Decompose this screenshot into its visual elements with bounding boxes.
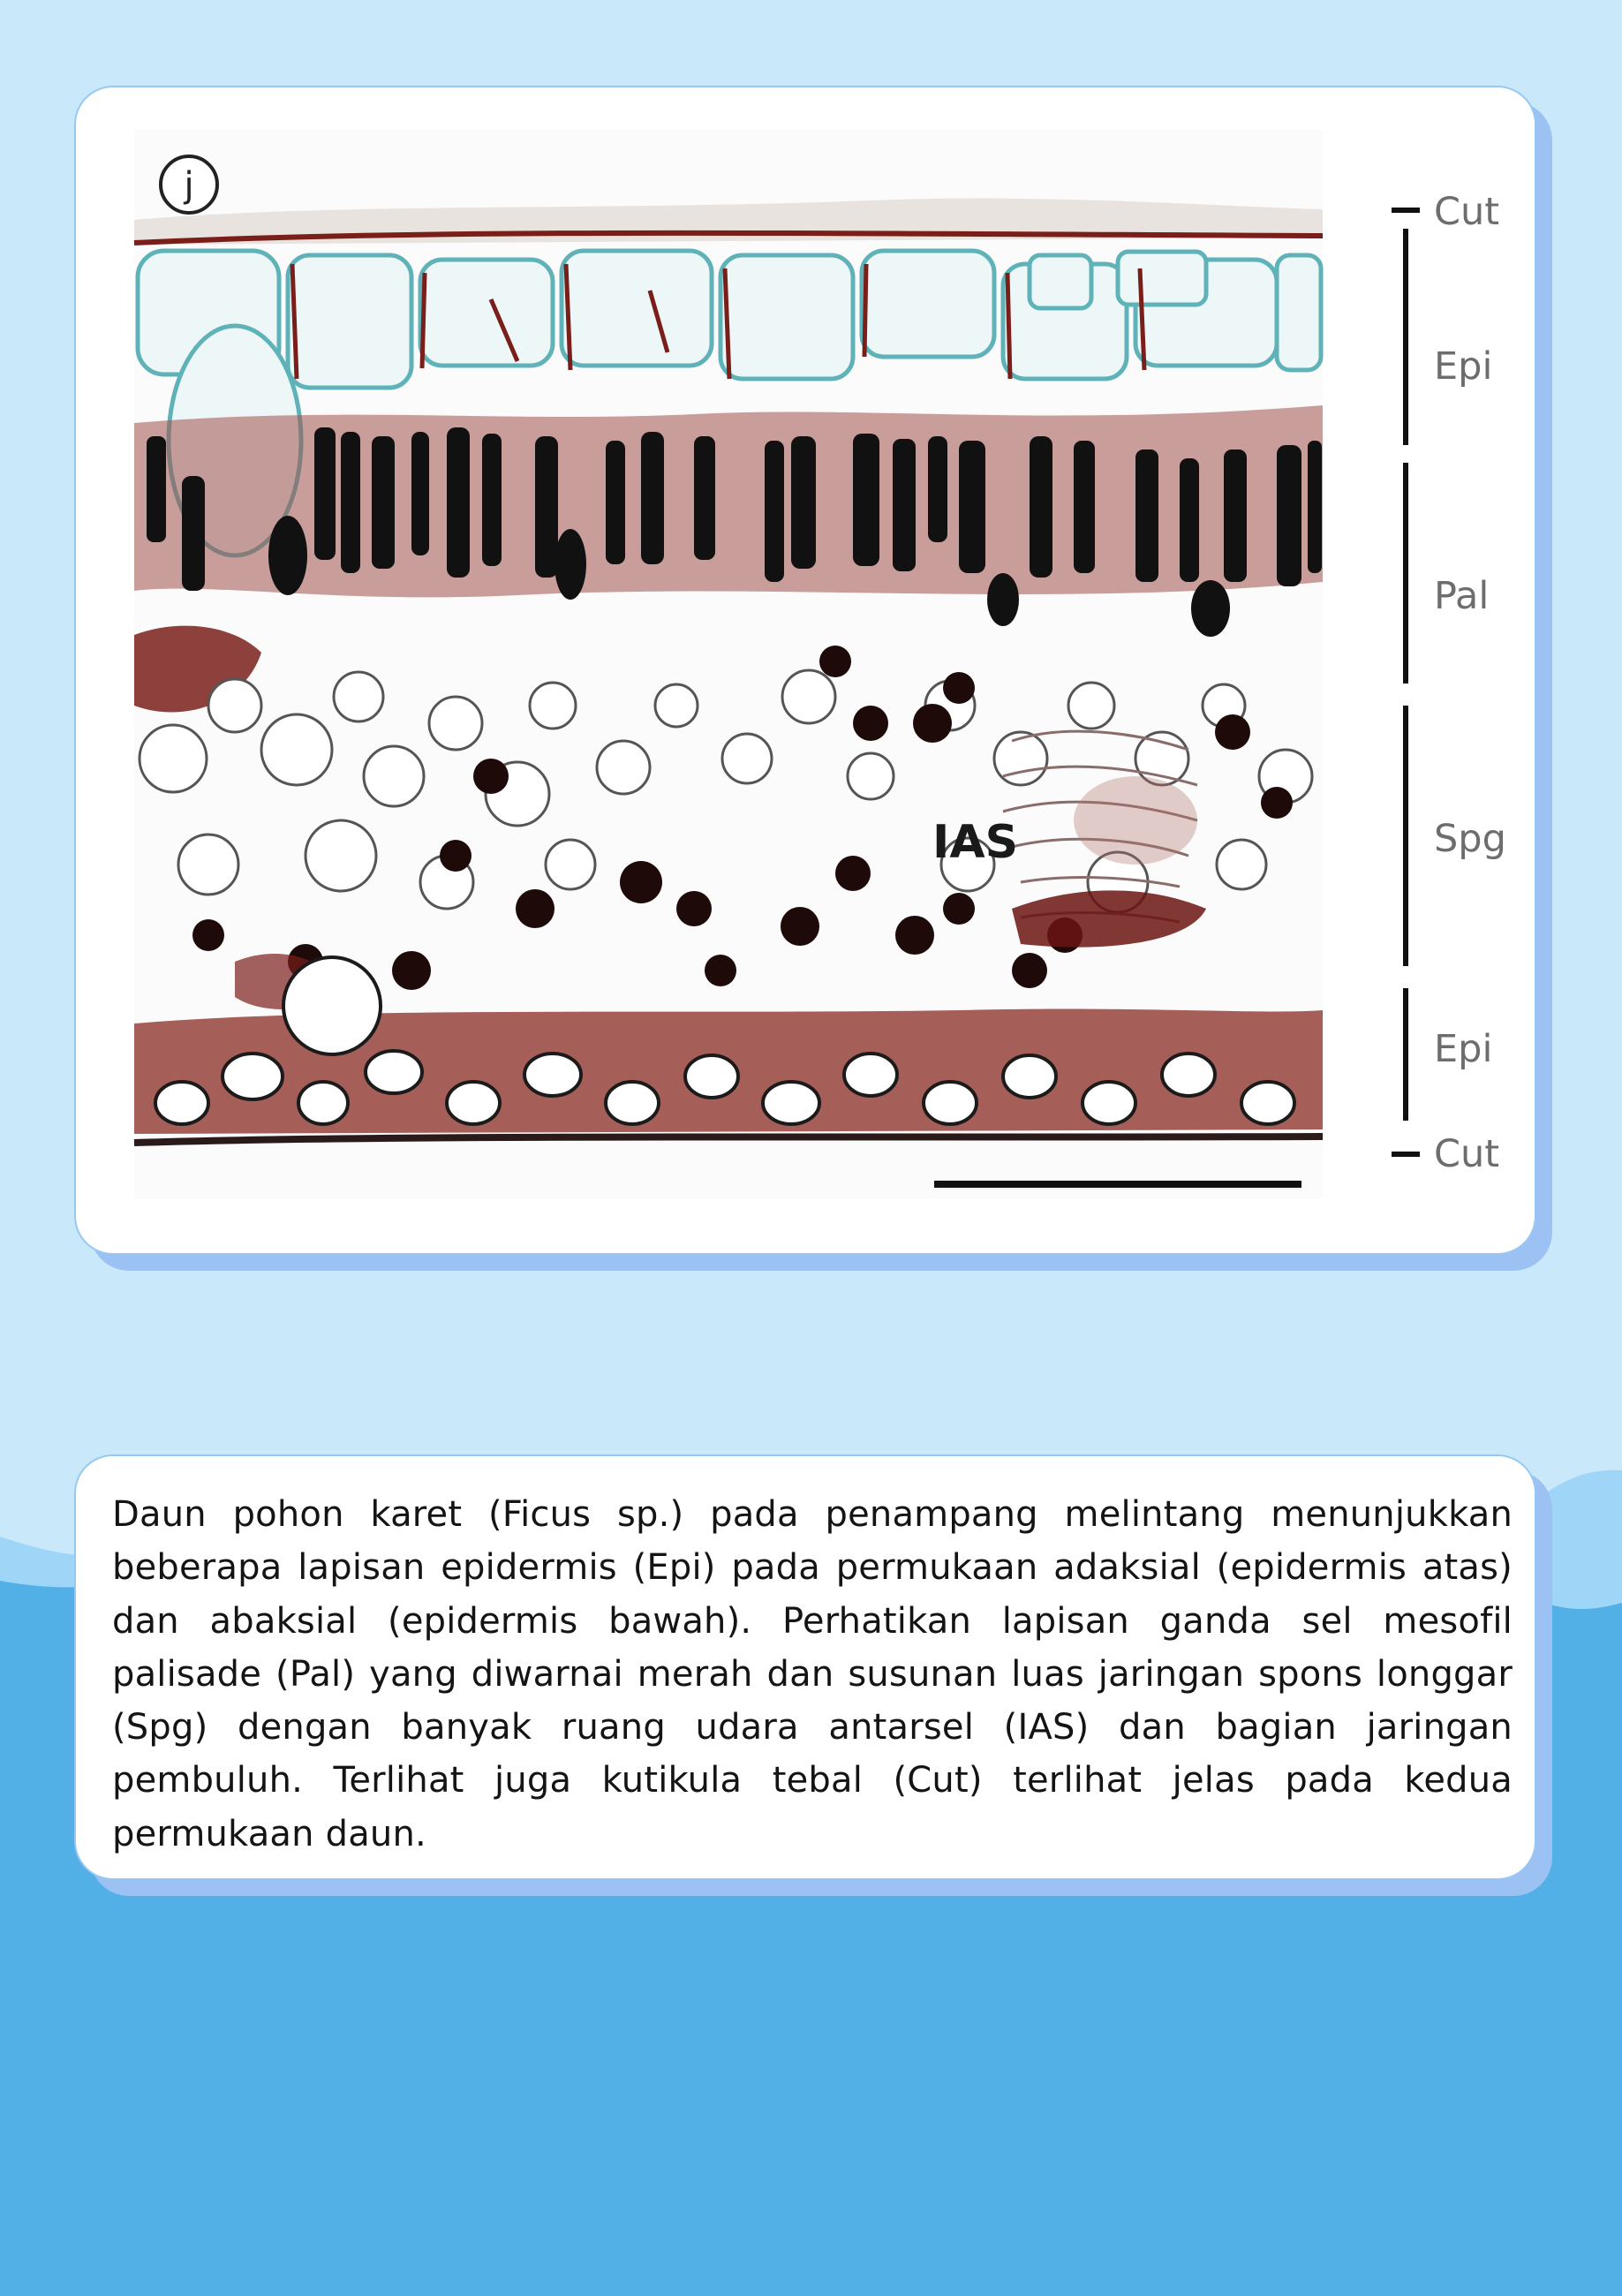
layer-label-cut-bottom: Cut	[1434, 1132, 1499, 1176]
spongy-mesophyll	[138, 668, 1314, 914]
panel-label: j	[183, 165, 193, 206]
layer-label-spg: Spg	[1434, 817, 1506, 861]
caption-text: Daun pohon karet (Ficus sp.) pada penamp…	[112, 1494, 1513, 1854]
layer-label-pal: Pal	[1434, 574, 1489, 618]
panel-label-circle	[159, 155, 219, 215]
palisade-cells	[147, 427, 1322, 637]
lower-epidermis	[154, 955, 1296, 1126]
caption-card: Daun pohon karet (Ficus sp.) pada penamp…	[74, 1454, 1536, 1880]
upper-epidermis	[135, 248, 1324, 558]
layer-label-epi-bottom: Epi	[1434, 1027, 1492, 1071]
figure-card: j IAS Cut Epi Pal Spg Epi Cut	[74, 86, 1536, 1255]
ias-label: IAS	[932, 816, 1018, 869]
layer-brackets	[1392, 208, 1420, 1157]
layer-label-epi-top: Epi	[1434, 344, 1492, 389]
layer-label-cut-top: Cut	[1434, 190, 1499, 234]
leaf-cross-section-micrograph: j IAS Cut Epi Pal Spg Epi Cut	[133, 130, 1506, 1198]
